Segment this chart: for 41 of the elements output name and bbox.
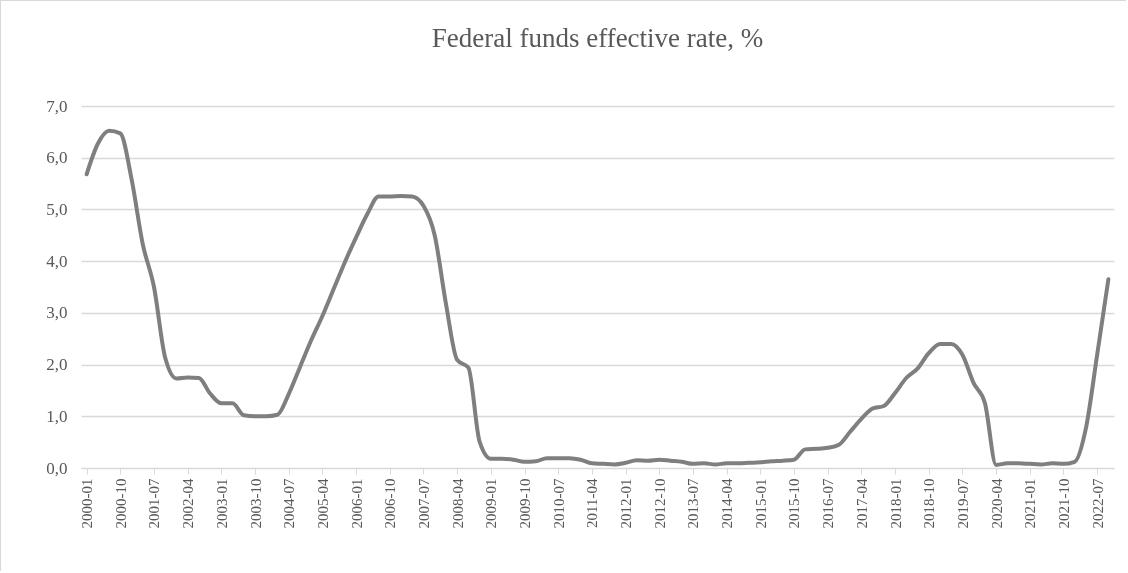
x-tick-label: 2005-04 [314,478,331,529]
x-tick-label: 2015-10 [786,478,803,529]
x-tick-label: 2022-07 [1089,478,1106,529]
x-tick-label: 2020-04 [988,478,1005,529]
y-tick-label: 2,0 [46,355,68,375]
x-tick-label: 2011-04 [584,478,601,528]
x-tick-label: 2021-01 [1022,478,1039,529]
x-tick-label: 2006-10 [382,478,399,529]
x-tick-label: 2018-10 [921,478,938,529]
x-tick-label: 2013-07 [685,478,702,529]
y-tick-label: 5,0 [46,199,68,219]
x-tick-label: 2000-01 [79,478,96,529]
x-tick-label: 2004-07 [281,478,298,529]
x-tick-label: 2001-07 [146,478,163,529]
x-tick-label: 2017-04 [853,478,870,529]
x-tick-label: 2015-01 [752,478,769,529]
y-tick-label: 4,0 [46,251,68,271]
x-tick-label: 2002-04 [180,478,197,529]
x-tick-label: 2003-01 [213,478,230,529]
y-tick-label: 6,0 [46,148,68,168]
x-tick-label: 2016-07 [820,478,837,529]
line-series [84,128,1111,467]
x-tick-label: 2008-04 [449,478,466,529]
x-tick-label: 2006-01 [348,478,365,529]
x-tick-label: 2000-10 [112,478,129,529]
x-tick-label: 2007-07 [415,478,432,529]
x-tick-label: 2018-01 [887,478,904,529]
y-tick-label: 1,0 [46,406,68,426]
x-tick-label: 2009-01 [483,478,500,529]
x-tick-label: 2003-10 [247,478,264,529]
x-tick-label: 2019-07 [954,478,971,529]
y-tick-label: 3,0 [46,303,68,323]
x-tick-label: 2014-04 [719,478,736,529]
y-tick-label: 0,0 [46,458,68,478]
x-tick-label: 2012-01 [618,478,635,529]
chart-title: Federal funds effective rate, % [431,23,764,53]
y-tick-label: 7,0 [46,96,68,116]
x-tick-label: 2010-07 [550,478,567,529]
x-tick-label: 2021-10 [1055,478,1072,529]
x-tick-label: 2012-10 [651,478,668,529]
x-tick-label: 2009-10 [517,478,534,529]
